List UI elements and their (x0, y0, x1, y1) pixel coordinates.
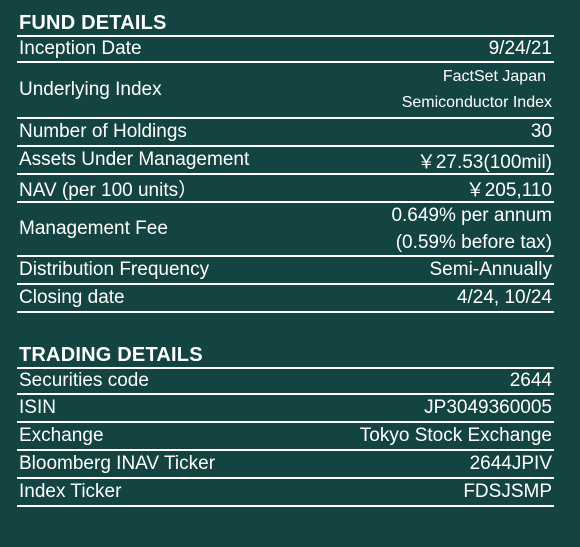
inception-date-label: Inception Date (19, 38, 142, 59)
row-index-ticker: Index Ticker FDSJSMP (17, 479, 554, 507)
exchange-value: Tokyo Stock Exchange (359, 425, 552, 446)
fund-info-panel: FUND DETAILS Inception Date 9/24/21 Unde… (0, 11, 580, 547)
row-exchange: Exchange Tokyo Stock Exchange (17, 423, 554, 451)
management-fee-value-line1: 0.649% per annum (391, 205, 552, 226)
row-nav: NAV (per 100 units） ￥205,110 (17, 175, 554, 203)
index-ticker-label: Index Ticker (19, 481, 122, 502)
row-distribution-frequency: Distribution Frequency Semi-Annually (17, 257, 554, 285)
aum-value: ￥27.53(100mil) (416, 151, 552, 173)
management-fee-value: 0.649% per annum (0.59% before tax) (391, 202, 552, 256)
isin-value: JP3049360005 (424, 397, 552, 418)
row-securities-code: Securities code 2644 (17, 369, 554, 395)
bloomberg-inav-ticker-label: Bloomberg INAV Ticker (19, 453, 216, 474)
row-inception-date: Inception Date 9/24/21 (17, 37, 554, 63)
distribution-frequency-label: Distribution Frequency (19, 259, 210, 280)
securities-code-value: 2644 (509, 370, 552, 391)
isin-label: ISIN (19, 397, 56, 418)
underlying-index-value: FactSet Japan Semiconductor Index (402, 64, 552, 116)
securities-code-label: Securities code (19, 370, 149, 391)
row-management-fee: Management Fee 0.649% per annum (0.59% b… (17, 203, 554, 257)
row-underlying-index: Underlying Index FactSet Japan Semicondu… (17, 63, 554, 119)
row-assets-under-management: Assets Under Management ￥27.53(100mil) (17, 147, 554, 175)
distribution-frequency-value: Semi-Annually (429, 259, 553, 280)
number-of-holdings-value: 30 (530, 121, 552, 142)
bloomberg-inav-ticker-value: 2644JPIV (469, 453, 552, 474)
row-bloomberg-inav-ticker: Bloomberg INAV Ticker 2644JPIV (17, 451, 554, 479)
underlying-index-label: Underlying Index (19, 79, 162, 100)
aum-label: Assets Under Management (19, 149, 250, 170)
closing-date-label: Closing date (19, 287, 125, 308)
row-closing-date: Closing date 4/24, 10/24 (17, 285, 554, 313)
number-of-holdings-label: Number of Holdings (19, 121, 187, 142)
index-ticker-value: FDSJSMP (463, 481, 552, 502)
nav-value: ￥205,110 (465, 179, 552, 201)
fund-details-table: Inception Date 9/24/21 Underlying Index … (17, 35, 554, 313)
trading-details-table: Securities code 2644 ISIN JP3049360005 E… (17, 367, 554, 507)
fund-details-title: FUND DETAILS (19, 12, 167, 34)
inception-date-value: 9/24/21 (488, 38, 552, 59)
management-fee-label: Management Fee (19, 218, 168, 239)
management-fee-value-line2: (0.59% before tax) (395, 232, 552, 253)
row-number-of-holdings: Number of Holdings 30 (17, 119, 554, 147)
trading-details-title: TRADING DETAILS (19, 344, 203, 366)
exchange-label: Exchange (19, 425, 104, 446)
nav-label: NAV (per 100 units） (19, 179, 198, 201)
underlying-index-value-line2: Semiconductor Index (401, 94, 552, 111)
closing-date-value: 4/24, 10/24 (456, 287, 552, 308)
underlying-index-value-line1: FactSet Japan (442, 68, 546, 85)
row-isin: ISIN JP3049360005 (17, 395, 554, 423)
